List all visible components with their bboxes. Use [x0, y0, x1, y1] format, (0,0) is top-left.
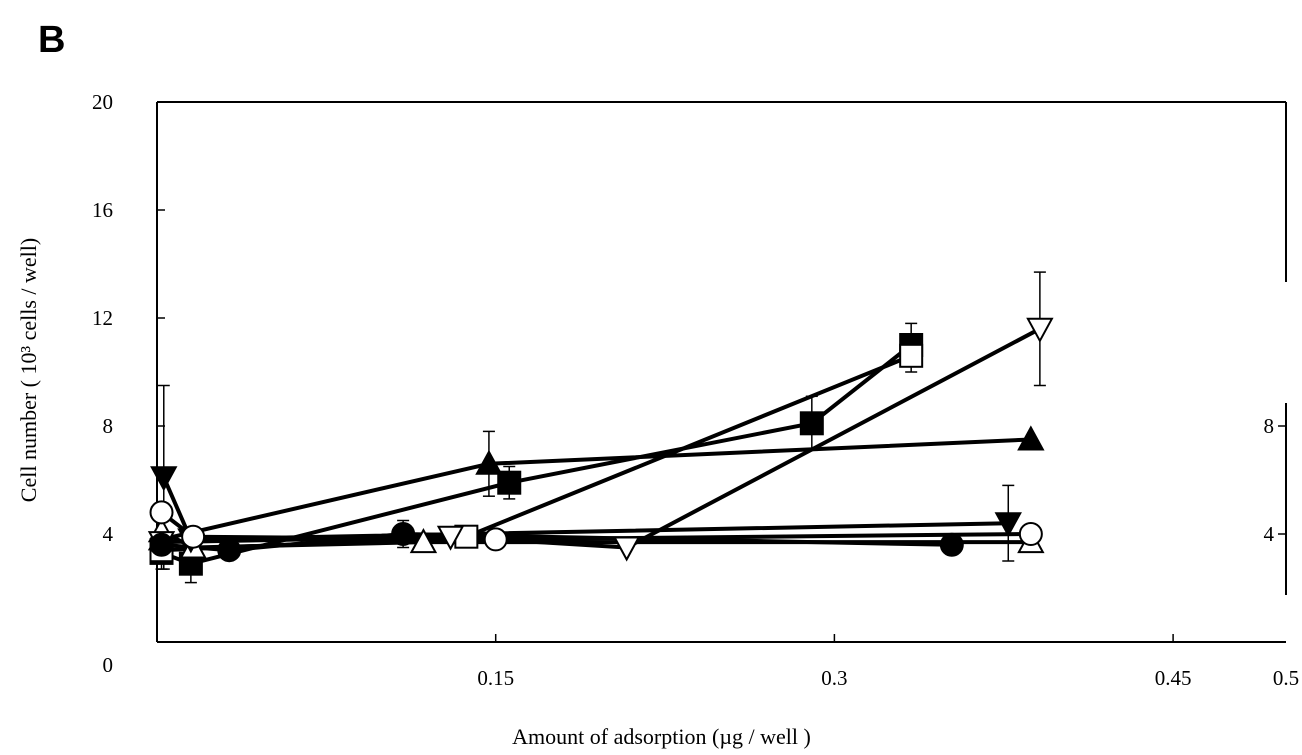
- marker-open-triangle-down: [1026, 317, 1054, 343]
- y-tick-label: 8: [103, 414, 114, 438]
- panel-label: B: [38, 19, 65, 61]
- marker-filled-circle: [217, 538, 242, 563]
- marker-open-circle: [483, 527, 508, 552]
- right-tick-label: 8: [1264, 414, 1275, 438]
- marker-open-circle: [149, 500, 174, 525]
- marker-open-triangle-down: [612, 536, 641, 562]
- y-tick-label: 16: [92, 198, 113, 222]
- y-axis-title: Cell number ( 10³ cells / well): [16, 238, 41, 502]
- marker-filled-circle: [149, 532, 174, 557]
- marker-filled-circle: [939, 532, 964, 557]
- right-tick-label: 4: [1264, 522, 1275, 546]
- y-tick-label: 12: [92, 306, 113, 330]
- marker-filled-square: [799, 411, 824, 436]
- data-markers: [147, 317, 1054, 576]
- y-tick-label: 4: [103, 522, 114, 546]
- marker-filled-circle: [391, 522, 416, 546]
- axes: 0 4 8 12 16 20 4 8 0.15 0.3 0.45 0.5: [92, 90, 1299, 690]
- x-tick-label: 0.5: [1273, 666, 1299, 690]
- marker-open-circle: [181, 524, 206, 549]
- x-tick-label: 0.45: [1155, 666, 1192, 690]
- marker-open-square: [899, 343, 924, 368]
- series-line-open-circle: [160, 510, 1031, 542]
- y-tick-label: 0: [103, 653, 114, 677]
- marker-open-triangle-down: [436, 525, 465, 551]
- marker-open-circle: [1018, 522, 1043, 546]
- series-line-open-square: [161, 353, 912, 553]
- marker-open-triangle-up: [409, 528, 438, 554]
- x-tick-label: 0.3: [821, 666, 847, 690]
- marker-filled-triangle-down: [994, 512, 1022, 538]
- x-axis-title: Amount of adsorption (µg / well ): [512, 724, 811, 749]
- marker-filled-triangle-up: [475, 449, 503, 475]
- marker-filled-triangle-up: [1017, 425, 1045, 451]
- y-tick-label: 20: [92, 90, 113, 114]
- marker-filled-triangle-down: [150, 466, 178, 492]
- x-tick-label: 0.15: [477, 666, 514, 690]
- marker-filled-square: [497, 470, 522, 495]
